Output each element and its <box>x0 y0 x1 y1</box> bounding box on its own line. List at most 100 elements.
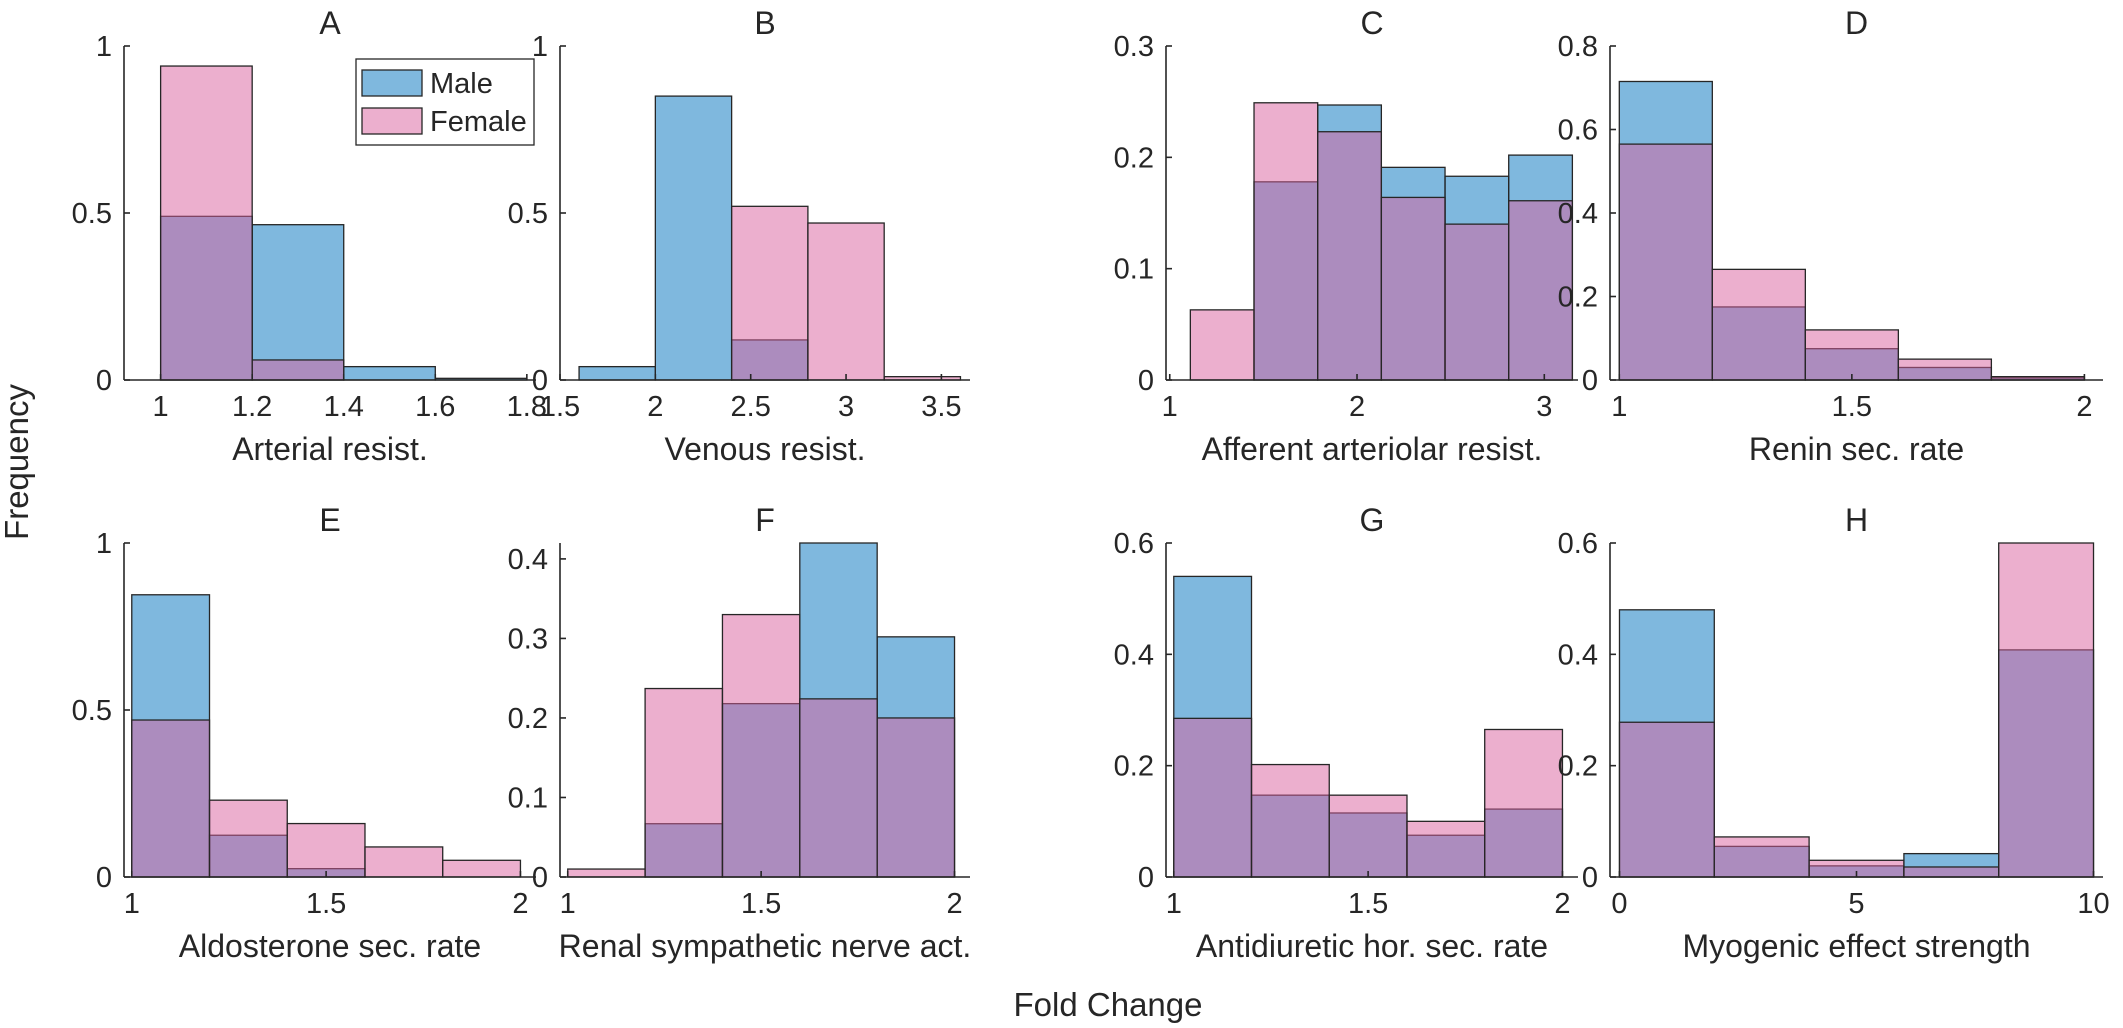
bar-d-female-1 <box>1711 268 1806 381</box>
y-tick-label: 0.4 <box>508 544 548 576</box>
bar-g-female-1 <box>1250 763 1330 878</box>
panel-title: G <box>1360 502 1385 538</box>
bar-c-female-3 <box>1380 196 1446 381</box>
x-tick-label: 2 <box>512 888 528 920</box>
panel-b: 1.5 2 2.5 3 3.5 0 0.5 1 B Venous resist. <box>508 5 970 467</box>
y-tick-label: 0.2 <box>1114 142 1154 174</box>
bar-e-female-1 <box>208 799 288 878</box>
bar-b-male-0 <box>578 365 656 381</box>
y-tick-label: 1 <box>96 528 112 560</box>
x-tick-label: 1 <box>124 888 140 920</box>
bar-d-female-3 <box>1897 358 1993 381</box>
panel-xlabel: Antidiuretic hor. sec. rate <box>1196 928 1548 964</box>
y-tick-label: 0.3 <box>508 623 548 655</box>
x-tick-label: 1 <box>153 391 169 423</box>
x-tick-label: 1 <box>1166 888 1182 920</box>
y-tick-label: 0 <box>532 862 548 894</box>
legend: Male Female <box>355 58 535 146</box>
y-tick-label: 0 <box>96 365 112 397</box>
panel-xlabel: Renal sympathetic nerve act. <box>559 928 972 964</box>
panel-xlabel: Renin sec. rate <box>1749 431 1964 467</box>
panel-xlabel: Arterial resist. <box>232 431 428 467</box>
y-tick-label: 0 <box>1582 365 1598 397</box>
panel-title: H <box>1845 502 1868 538</box>
bar-c-female-1 <box>1253 102 1319 381</box>
y-tick-label: 0.6 <box>1558 115 1598 147</box>
x-tick-label: 1.5 <box>1348 888 1388 920</box>
panel-title: D <box>1845 5 1868 41</box>
bar-f-female-1 <box>644 687 724 878</box>
panel-xlabel: Afferent arteriolar resist. <box>1202 431 1543 467</box>
x-tick-label: 1.2 <box>232 391 272 423</box>
x-tick-label: 1.8 <box>507 391 547 423</box>
bar-h-female-1 <box>1713 836 1810 878</box>
y-tick-label: 0 <box>1582 862 1598 894</box>
y-tick-label: 0.8 <box>1558 31 1598 63</box>
bar-e-female-3 <box>364 846 444 878</box>
y-tick-label: 0 <box>96 862 112 894</box>
y-tick-label: 0.2 <box>1114 751 1154 783</box>
bar-a-male-2 <box>343 365 436 381</box>
panel-xlabel: Venous resist. <box>665 431 866 467</box>
x-tick-label: 3 <box>1536 391 1552 423</box>
y-tick-label: 0.6 <box>1114 528 1154 560</box>
panel-title: A <box>319 5 341 41</box>
x-tick-label: 3.5 <box>921 391 961 423</box>
bar-h-female-4 <box>1998 542 2095 878</box>
panel-title: F <box>755 502 775 538</box>
bar-g-female-2 <box>1328 794 1408 878</box>
bar-a-female-0 <box>159 65 253 381</box>
legend-label-female: Female <box>430 106 527 138</box>
x-tick-label: 2 <box>2076 391 2092 423</box>
panel-e: 1 1.5 2 0 0.5 1 E Aldosterone sec. rate <box>72 502 536 964</box>
x-tick-label: 1 <box>1611 391 1627 423</box>
bar-d-female-2 <box>1804 329 1900 381</box>
bar-b-female-1 <box>807 222 885 381</box>
bar-e-female-0 <box>131 719 211 878</box>
x-tick-label: 2 <box>1349 391 1365 423</box>
bar-d-female-0 <box>1618 143 1713 381</box>
x-tick-label: 5 <box>1848 888 1864 920</box>
x-tick-label: 10 <box>2077 888 2109 920</box>
y-tick-label: 0.3 <box>1114 31 1154 63</box>
y-tick-label: 0.2 <box>508 703 548 735</box>
y-tick-label: 0.1 <box>1114 254 1154 286</box>
x-tick-label: 1.5 <box>741 888 781 920</box>
y-tick-label: 1 <box>532 31 548 63</box>
y-tick-label: 0 <box>532 365 548 397</box>
y-tick-label: 0.5 <box>72 198 112 230</box>
y-tick-label: 0.1 <box>508 782 548 814</box>
bar-e-female-4 <box>442 859 522 878</box>
x-tick-label: 3 <box>838 391 854 423</box>
panel-c: 1 2 3 0 0.1 0.2 0.3 C Afferent arteriolar resist… <box>1114 5 1578 467</box>
x-tick-label: 1.5 <box>1832 391 1872 423</box>
x-tick-label: 1.5 <box>540 391 580 423</box>
bar-g-female-4 <box>1484 728 1564 878</box>
bar-b-male-1 <box>654 95 733 381</box>
x-tick-label: 2 <box>1554 888 1570 920</box>
y-tick-label: 0.4 <box>1558 639 1598 671</box>
bar-f-female-3 <box>799 698 878 878</box>
x-tick-label: 2 <box>647 391 663 423</box>
legend-label-male: Male <box>430 68 493 100</box>
y-tick-label: 0 <box>1138 365 1154 397</box>
panel-xlabel: Myogenic effect strength <box>1682 928 2030 964</box>
panel-d: 1 1.5 2 0 0.2 0.4 0.6 0.8 D Renin sec. rate <box>1558 5 2103 467</box>
bar-f-female-4 <box>876 717 956 878</box>
bar-c-female-2 <box>1317 131 1383 381</box>
x-tick-label: 2.5 <box>731 391 771 423</box>
legend-swatch-male <box>361 69 423 97</box>
y-tick-label: 0.2 <box>1558 282 1598 314</box>
y-tick-label: 0 <box>1138 862 1154 894</box>
y-tick-label: 0.2 <box>1558 751 1598 783</box>
y-tick-label: 1 <box>96 31 112 63</box>
panel-title: C <box>1360 5 1383 41</box>
x-tick-label: 2 <box>946 888 962 920</box>
bar-f-female-0 <box>567 868 646 878</box>
figure-xlabel: Fold Change <box>1014 986 1203 1023</box>
x-tick-label: 1 <box>1162 391 1178 423</box>
bar-h-female-0 <box>1618 721 1715 878</box>
